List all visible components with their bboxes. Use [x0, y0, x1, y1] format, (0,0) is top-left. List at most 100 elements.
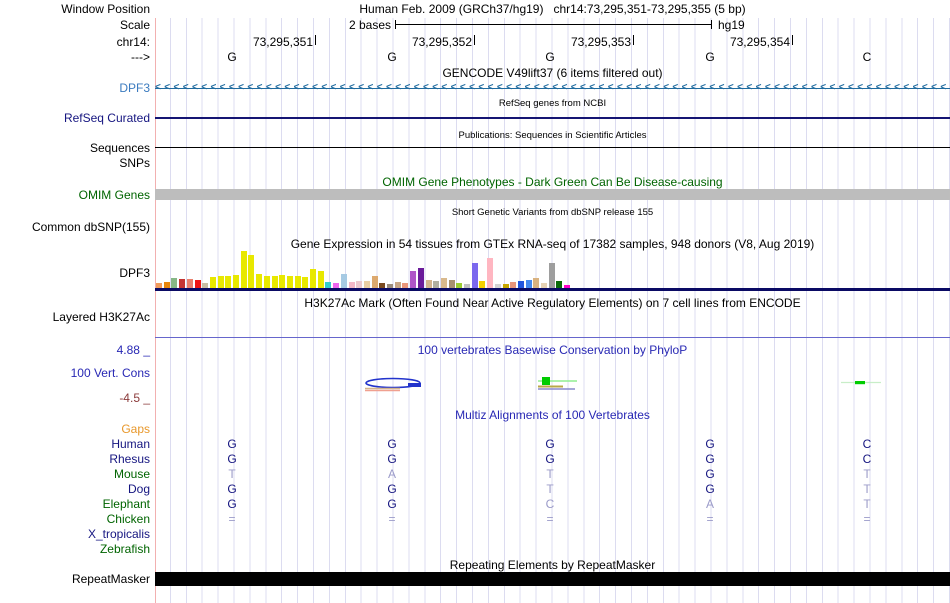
gtex-tissue-bar[interactable]: [502, 284, 509, 288]
phylop-wiggle-feature-3[interactable]: [841, 378, 881, 387]
track-label-refseq-curated[interactable]: RefSeq Curated: [63, 111, 150, 125]
phylop-wiggle-feature-2[interactable]: [533, 375, 581, 393]
gtex-tissue-bar[interactable]: [564, 285, 571, 288]
gtex-tissue-bar[interactable]: [448, 280, 455, 288]
transcript-line: [155, 88, 950, 89]
gtex-tissue-bar[interactable]: [333, 283, 340, 288]
multiz-base-elephant: G: [387, 497, 397, 511]
track-label-chicken[interactable]: Chicken: [106, 512, 150, 526]
omim-gene-bar[interactable]: [155, 189, 950, 200]
gtex-tissue-bar[interactable]: [456, 283, 463, 288]
gtex-tissue-bar[interactable]: [325, 282, 332, 288]
track-label-omim-genes[interactable]: OMIM Genes: [78, 188, 150, 202]
gtex-tissue-bar[interactable]: [356, 281, 363, 288]
track-label-human[interactable]: Human: [111, 437, 150, 451]
gtex-tissue-bar[interactable]: [548, 263, 555, 288]
gtex-tissue-bar[interactable]: [317, 271, 324, 288]
gtex-tissue-bar[interactable]: [271, 276, 278, 288]
gtex-tissue-bar[interactable]: [171, 278, 178, 288]
track-label-gencode-dpf3[interactable]: DPF3: [119, 81, 150, 95]
gtex-baseline-bar[interactable]: [155, 288, 950, 291]
gtex-tissue-bar[interactable]: [402, 283, 409, 288]
gridlines: [155, 18, 950, 603]
track-label-gaps[interactable]: Gaps: [121, 422, 150, 436]
gtex-tissue-bar[interactable]: [394, 282, 401, 288]
gtex-tissue-bar[interactable]: [371, 276, 378, 288]
gtex-tissue-bar[interactable]: [194, 280, 201, 288]
gtex-tissue-bar[interactable]: [240, 251, 247, 288]
gtex-tissue-bar[interactable]: [533, 278, 540, 288]
multiz-base-chicken: =: [546, 512, 554, 526]
gtex-tissue-bar[interactable]: [186, 279, 193, 288]
gtex-tissue-bar[interactable]: [517, 281, 524, 288]
gtex-tissue-bar[interactable]: [156, 283, 162, 288]
track-label-rhesus[interactable]: Rhesus: [109, 452, 150, 466]
gtex-tissue-bar[interactable]: [494, 284, 501, 288]
gencode-dpf3-transcript[interactable]: <<<<<<<<<<<<<<<<<<<<<<<<<<<<<<<<<<<<<<<<…: [155, 83, 950, 93]
track-label-dog[interactable]: Dog: [127, 482, 150, 496]
publications-sequences-bar[interactable]: [155, 147, 950, 148]
track-label-mouse[interactable]: Mouse: [113, 467, 150, 481]
track-label-window-position[interactable]: Window Position: [61, 2, 150, 16]
gtex-tissue-bar[interactable]: [440, 278, 447, 288]
gtex-tissue-bar[interactable]: [233, 275, 239, 288]
ruler-position-label: 73,295,353: [570, 35, 631, 49]
gtex-tissue-bar[interactable]: [294, 276, 301, 288]
scale-bar: [395, 20, 712, 29]
gtex-tissue-bar[interactable]: [348, 282, 355, 288]
gtex-tissue-bar[interactable]: [363, 281, 370, 288]
gtex-tissue-bar[interactable]: [556, 281, 563, 288]
gtex-tissue-bar[interactable]: [225, 276, 232, 288]
gtex-tissue-bar[interactable]: [510, 282, 517, 288]
track-label-zebrafish[interactable]: Zebrafish: [99, 542, 150, 556]
gtex-tissue-bar[interactable]: [202, 283, 209, 288]
multiz-base-mouse: T: [228, 467, 236, 481]
gtex-tissue-bar[interactable]: [279, 275, 286, 288]
gtex-tissue-bar[interactable]: [433, 281, 440, 288]
track-label-layered-h3k27ac[interactable]: Layered H3K27Ac: [52, 310, 150, 324]
gtex-tissue-bar[interactable]: [464, 284, 470, 288]
gtex-tissue-bar[interactable]: [256, 274, 263, 288]
gtex-tissue-bar[interactable]: [487, 258, 494, 288]
multiz-base-chicken: =: [388, 512, 396, 526]
gtex-tissue-bar[interactable]: [302, 277, 309, 288]
track-label-x-tropicalis[interactable]: X_tropicalis: [87, 527, 150, 541]
gtex-tissue-bar[interactable]: [379, 283, 386, 288]
gtex-tissue-bar[interactable]: [479, 281, 486, 288]
gtex-tissue-bar[interactable]: [248, 255, 255, 288]
track-label-sequences[interactable]: Sequences: [89, 141, 150, 155]
phylop-wiggle-feature-1[interactable]: [362, 375, 426, 393]
gtex-tissue-bar[interactable]: [263, 276, 270, 288]
track-label-vert-cons[interactable]: 100 Vert. Cons: [70, 366, 150, 380]
track-label-repeatmasker[interactable]: RepeatMasker: [71, 572, 150, 586]
gtex-tissue-bar[interactable]: [387, 284, 393, 288]
gtex-tissue-bar[interactable]: [425, 280, 432, 288]
track-label-snps[interactable]: SNPs: [119, 156, 150, 170]
track-label-strand[interactable]: --->: [131, 50, 150, 64]
gtex-tissue-bar[interactable]: [217, 276, 224, 288]
multiz-base-rhesus: G: [387, 452, 397, 466]
track-label-common-dbsnp[interactable]: Common dbSNP(155): [31, 220, 150, 234]
refseq-curated-gene-bar[interactable]: [155, 117, 950, 119]
track-label-cons-min[interactable]: -4.5 _: [119, 391, 150, 405]
gtex-tissue-bar[interactable]: [286, 276, 293, 288]
gtex-tissue-bar[interactable]: [163, 282, 170, 288]
track-label-gtex-dpf3[interactable]: DPF3: [119, 266, 150, 280]
gtex-tissue-bar[interactable]: [417, 268, 424, 288]
gtex-tissue-bar[interactable]: [310, 269, 316, 288]
gtex-tissue-bar[interactable]: [525, 280, 532, 288]
repeatmasker-element-bar[interactable]: [155, 572, 950, 586]
track-label-cons-max[interactable]: 4.88 _: [116, 343, 150, 357]
gtex-tissue-bar[interactable]: [471, 263, 478, 288]
track-label-scale[interactable]: Scale: [119, 18, 150, 32]
h3k27ac-baseline[interactable]: [155, 337, 950, 338]
gtex-tissue-bar[interactable]: [410, 271, 417, 288]
ruler-base-letter: C: [862, 50, 872, 64]
gtex-tissue-bar[interactable]: [209, 277, 216, 288]
gtex-tissue-bar[interactable]: [340, 274, 347, 288]
track-label-elephant[interactable]: Elephant: [102, 497, 150, 511]
track-label-chrom[interactable]: chr14:: [116, 35, 150, 49]
gtex-tissue-bar[interactable]: [541, 283, 547, 288]
gtex-tissue-bar[interactable]: [179, 279, 186, 288]
